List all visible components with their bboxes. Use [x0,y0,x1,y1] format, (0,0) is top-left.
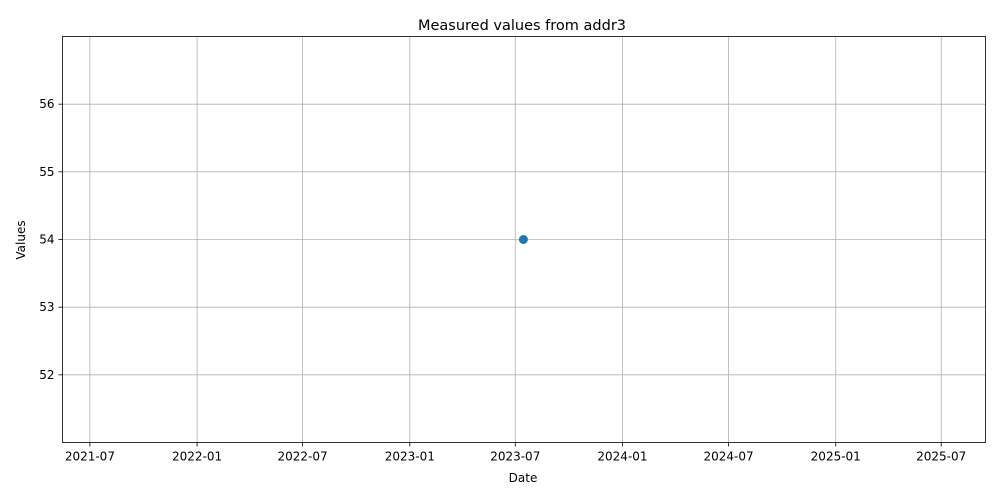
x-tick-label: 2022-01 [172,450,222,464]
x-tick-label: 2025-01 [811,450,861,464]
x-tick-label: 2022-07 [278,450,328,464]
y-axis-label: Values [14,220,28,259]
x-tick-label: 2023-07 [490,450,540,464]
x-tick-label: 2024-07 [703,450,753,464]
y-tick-label: 56 [39,97,54,111]
x-axis-label: Date [509,471,538,485]
y-axis: 52 53 54 55 56 [39,97,63,382]
x-tick-label: 2025-07 [916,450,966,464]
data-points [518,235,528,244]
chart-title: Measured values from addr3 [418,18,626,34]
x-tick-label: 2021-07 [65,450,115,464]
y-tick-label: 52 [39,368,54,382]
y-tick-label: 55 [39,165,54,179]
y-tick-label: 54 [39,233,54,247]
x-axis: 2021-07 2022-01 2022-07 2023-01 2023-07 2024-… [65,442,966,464]
x-tick-label: 2023-01 [385,450,435,464]
grid [62,36,986,443]
x-tick-label: 2024-01 [597,450,647,464]
y-tick-label: 53 [39,300,54,314]
data-point [518,235,528,244]
